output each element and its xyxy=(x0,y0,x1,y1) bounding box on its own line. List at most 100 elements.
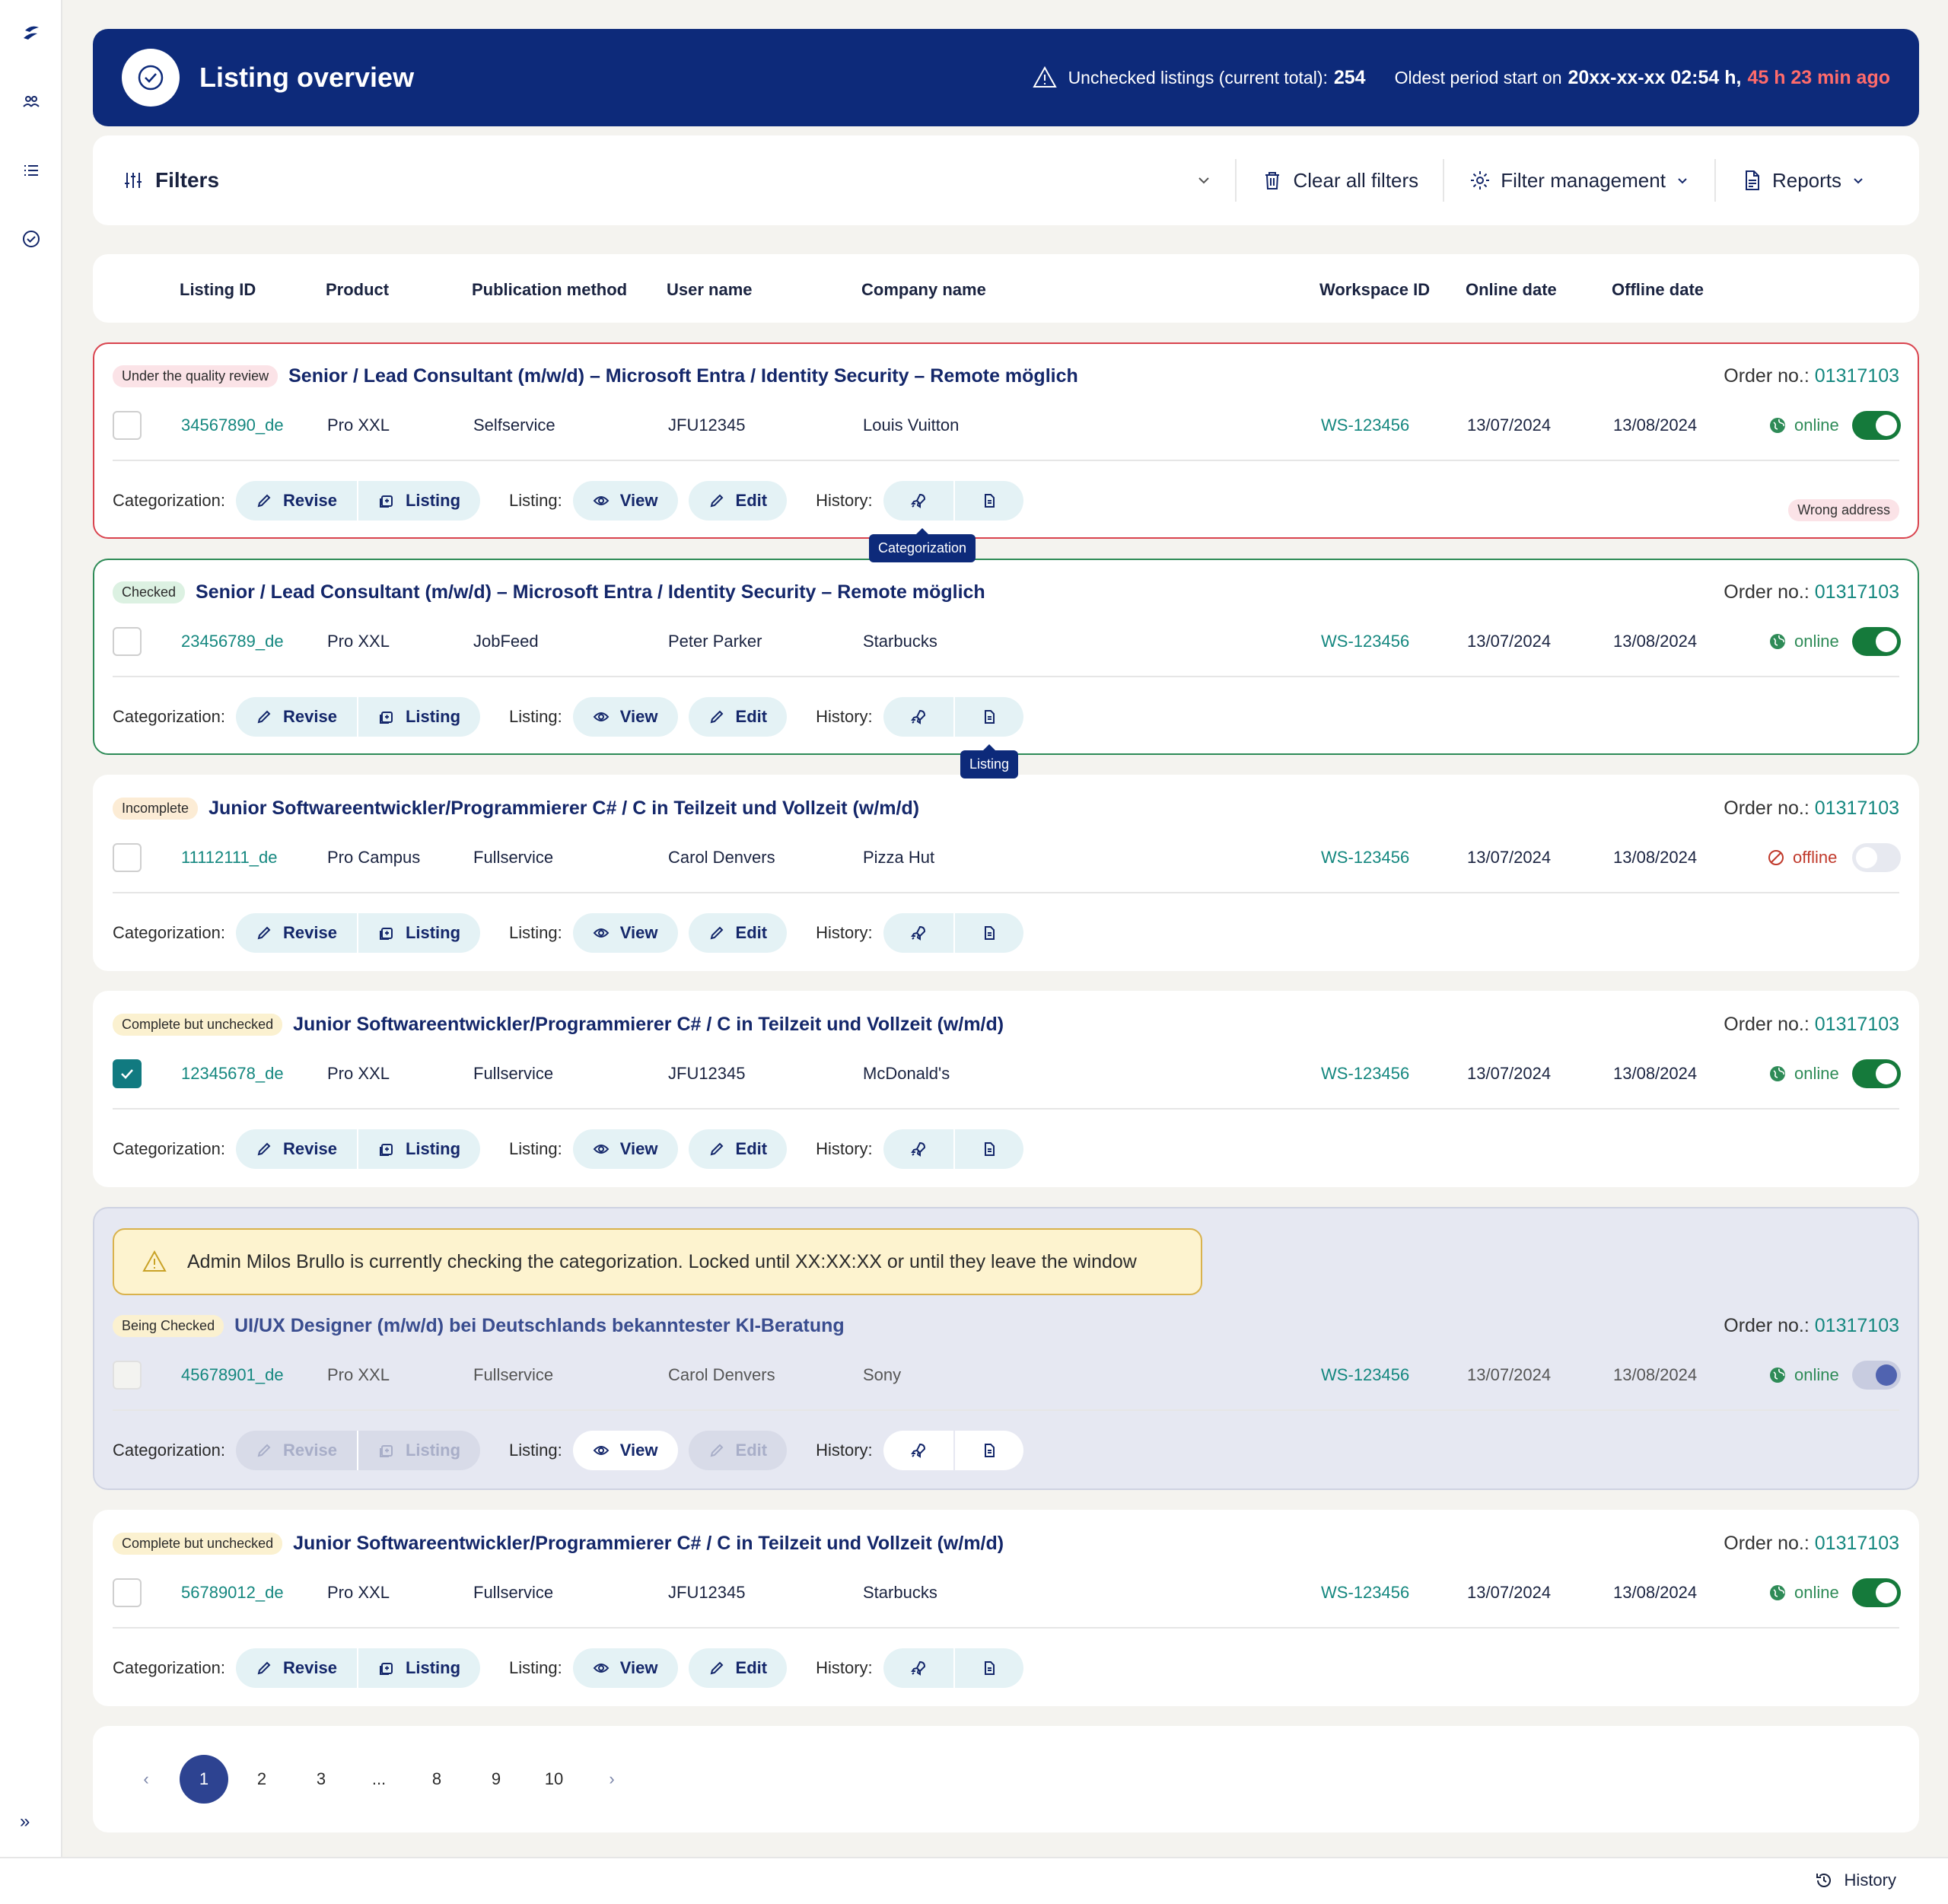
revise-button[interactable]: Revise xyxy=(236,697,357,737)
row-checkbox[interactable] xyxy=(113,411,142,440)
order-number[interactable]: 01317103 xyxy=(1814,581,1899,603)
edit-button[interactable]: Edit xyxy=(688,1129,788,1169)
clear-all-filters-button[interactable]: Clear all filters xyxy=(1235,159,1443,202)
list-icon[interactable] xyxy=(16,155,46,186)
listing-card: Under the quality review Senior / Lead C… xyxy=(93,342,1919,562)
page-9[interactable]: 9 xyxy=(491,1769,501,1788)
listing-id[interactable]: 56789012_de xyxy=(181,1583,284,1602)
listing-id[interactable]: 23456789_de xyxy=(181,632,284,651)
view-button[interactable]: View xyxy=(572,1431,678,1470)
history-listing-button[interactable] xyxy=(953,1431,1023,1470)
categorization-listing-button[interactable]: Listing xyxy=(356,913,480,953)
check-circle-icon[interactable] xyxy=(16,224,46,254)
history-link[interactable]: History xyxy=(1814,1871,1896,1890)
listing-id[interactable]: 11112111_de xyxy=(181,848,278,867)
workspace-id[interactable]: WS-123456 xyxy=(1321,1064,1410,1083)
order-number[interactable]: 01317103 xyxy=(1814,1014,1899,1035)
pencil-icon xyxy=(257,1444,271,1457)
col-listing-id[interactable]: Listing ID xyxy=(180,280,256,299)
online-toggle[interactable] xyxy=(1852,411,1901,440)
online-toggle[interactable] xyxy=(1852,1578,1901,1607)
job-title[interactable]: Senior / Lead Consultant (m/w/d) – Micro… xyxy=(288,365,1078,387)
app-logo-icon[interactable] xyxy=(16,18,46,49)
col-online-date[interactable]: Online date xyxy=(1466,280,1557,299)
view-button[interactable]: View xyxy=(572,1129,678,1169)
col-offline-date[interactable]: Offline date xyxy=(1612,280,1704,299)
history-listing-button[interactable] xyxy=(953,913,1023,953)
prev-page-icon[interactable]: ‹ xyxy=(143,1769,149,1788)
next-page-icon[interactable]: › xyxy=(609,1769,615,1788)
page-3[interactable]: 3 xyxy=(316,1769,326,1788)
listing-id[interactable]: 34567890_de xyxy=(181,416,284,435)
online-toggle[interactable] xyxy=(1852,1059,1901,1088)
row-checkbox[interactable] xyxy=(113,1578,142,1607)
listing-id[interactable]: 45678901_de xyxy=(181,1365,284,1384)
edit-button[interactable]: Edit xyxy=(688,913,788,953)
history-listing-button[interactable] xyxy=(953,1648,1023,1688)
job-title[interactable]: Junior Softwareentwickler/Programmierer … xyxy=(293,1014,1004,1035)
edit-button[interactable]: Edit xyxy=(688,481,788,521)
online-status: online xyxy=(1768,1365,1839,1385)
categorization-listing-button[interactable]: Listing xyxy=(356,481,480,521)
page-2[interactable]: 2 xyxy=(256,1769,267,1788)
history-categorization-button[interactable] xyxy=(883,1431,953,1470)
col-company-name[interactable]: Company name xyxy=(861,280,986,299)
workspace-id[interactable]: WS-123456 xyxy=(1321,632,1410,651)
filters-toggle[interactable]: Filters xyxy=(122,168,1195,193)
revise-button[interactable]: Revise xyxy=(236,913,357,953)
history-categorization-button[interactable] xyxy=(883,481,953,521)
chevron-down-icon[interactable] xyxy=(1195,172,1212,189)
order-number[interactable]: 01317103 xyxy=(1814,365,1899,387)
job-title[interactable]: Junior Softwareentwickler/Programmierer … xyxy=(293,1533,1004,1554)
order-number[interactable]: 01317103 xyxy=(1814,798,1899,819)
order-number[interactable]: 01317103 xyxy=(1814,1315,1899,1336)
history-categorization-button[interactable] xyxy=(883,913,953,953)
revise-button[interactable]: Revise xyxy=(236,1648,357,1688)
revise-button[interactable]: Revise xyxy=(236,1129,357,1169)
page-10[interactable]: 10 xyxy=(544,1769,564,1788)
divider xyxy=(113,676,1899,677)
users-icon[interactable] xyxy=(16,87,46,117)
history-listing-button[interactable] xyxy=(953,697,1023,737)
view-button[interactable]: View xyxy=(572,697,678,737)
view-label: View xyxy=(619,923,658,942)
categorization-listing-button[interactable]: Listing xyxy=(356,1648,480,1688)
edit-button[interactable]: Edit xyxy=(688,1648,788,1688)
col-publication-method[interactable]: Publication method xyxy=(472,280,628,299)
history-categorization-button[interactable] xyxy=(883,697,953,737)
col-workspace-id[interactable]: Workspace ID xyxy=(1319,280,1431,299)
footer: History xyxy=(0,1857,1948,1904)
view-button[interactable]: View xyxy=(572,913,678,953)
reports-button[interactable]: Reports xyxy=(1714,159,1890,202)
job-title[interactable]: UI/UX Designer (m/w/d) bei Deutschlands … xyxy=(234,1315,845,1336)
job-title[interactable]: Junior Softwareentwickler/Programmierer … xyxy=(208,798,920,819)
workspace-id[interactable]: WS-123456 xyxy=(1321,848,1410,867)
history-listing-button[interactable] xyxy=(953,1129,1023,1169)
categorization-listing-button[interactable]: Listing xyxy=(356,697,480,737)
workspace-id[interactable]: WS-123456 xyxy=(1321,1583,1410,1602)
history-listing-button[interactable] xyxy=(953,481,1023,521)
online-toggle[interactable] xyxy=(1852,627,1901,656)
row-checkbox[interactable] xyxy=(113,843,142,872)
row-checkbox[interactable] xyxy=(113,627,142,656)
col-user-name[interactable]: User name xyxy=(667,280,753,299)
workspace-id[interactable]: WS-123456 xyxy=(1321,1365,1410,1384)
expand-sidebar-icon[interactable]: » xyxy=(20,1811,30,1832)
filter-management-button[interactable]: Filter management xyxy=(1443,159,1714,202)
history-categorization-button[interactable] xyxy=(883,1648,953,1688)
job-title[interactable]: Senior / Lead Consultant (m/w/d) – Micro… xyxy=(196,581,985,603)
listing-id[interactable]: 12345678_de xyxy=(181,1064,284,1083)
row-checkbox[interactable] xyxy=(113,1059,142,1088)
order-number[interactable]: 01317103 xyxy=(1814,1533,1899,1554)
online-toggle[interactable] xyxy=(1852,843,1901,872)
view-button[interactable]: View xyxy=(572,481,678,521)
revise-button[interactable]: Revise xyxy=(236,481,357,521)
page-1[interactable]: 1 xyxy=(180,1755,228,1804)
col-product[interactable]: Product xyxy=(326,280,390,299)
edit-button[interactable]: Edit xyxy=(688,697,788,737)
view-button[interactable]: View xyxy=(572,1648,678,1688)
categorization-listing-button[interactable]: Listing xyxy=(356,1129,480,1169)
page-8[interactable]: 8 xyxy=(431,1769,442,1788)
workspace-id[interactable]: WS-123456 xyxy=(1321,416,1410,435)
history-categorization-button[interactable] xyxy=(883,1129,953,1169)
